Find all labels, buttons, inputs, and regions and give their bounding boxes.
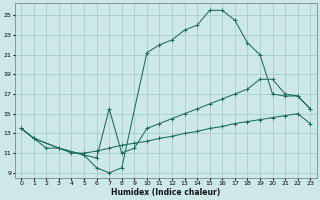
X-axis label: Humidex (Indice chaleur): Humidex (Indice chaleur) — [111, 188, 220, 197]
